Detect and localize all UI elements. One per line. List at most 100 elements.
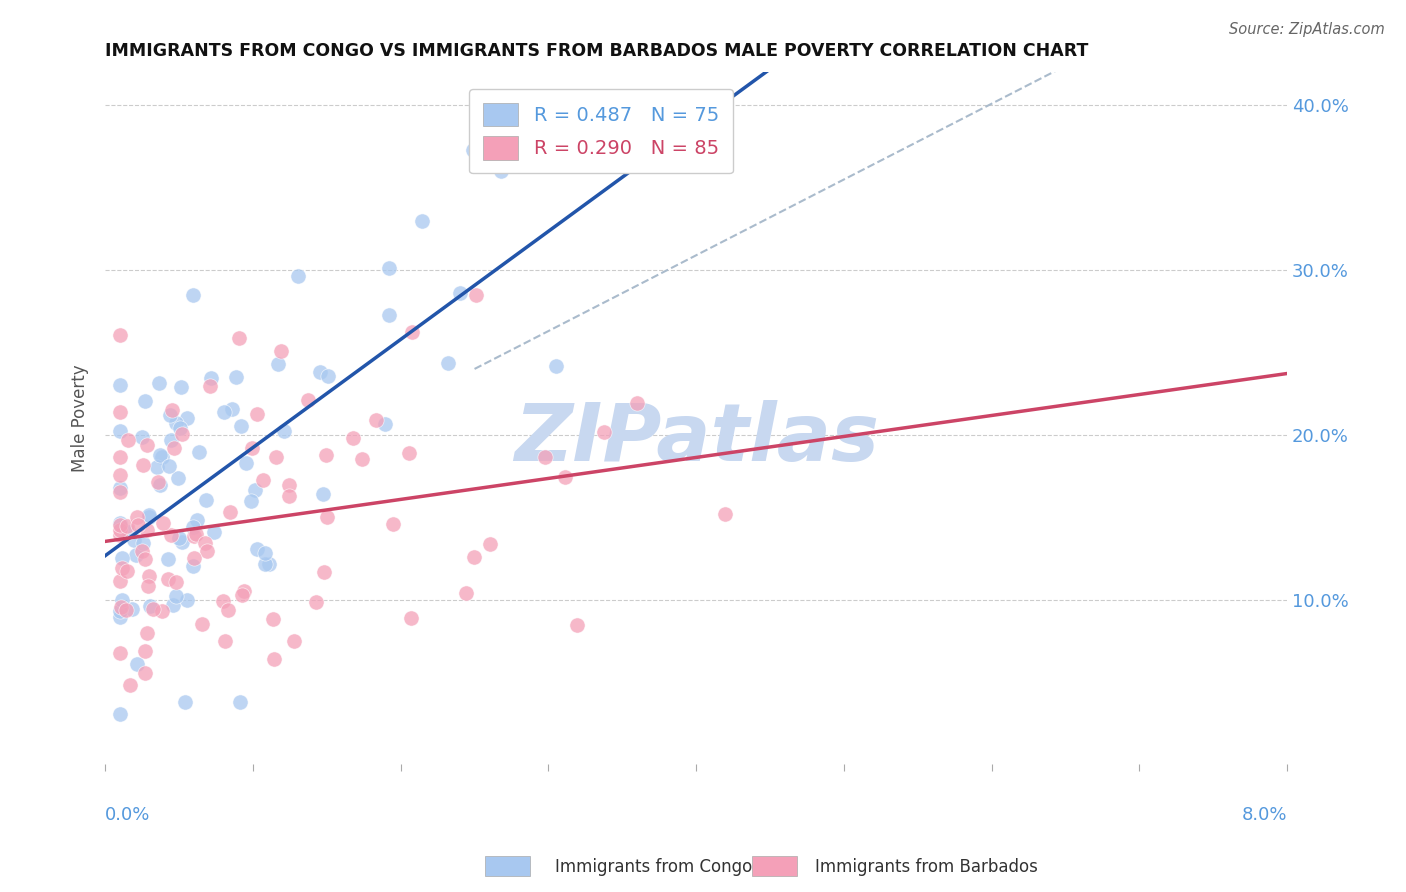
Text: Immigrants from Barbados: Immigrants from Barbados [815,858,1039,876]
Point [316,368,339,383]
Point [162,598,184,612]
Text: IMMIGRANTS FROM CONGO VS IMMIGRANTS FROM BARBADOS MALE POVERTY CORRELATION CHART: IMMIGRANTS FROM CONGO VS IMMIGRANTS FROM… [105,42,1088,60]
Point [125,657,148,672]
Point [273,424,295,438]
Point [240,494,263,508]
Point [167,532,190,546]
Point [270,344,292,359]
Point [181,519,204,533]
Point [231,588,253,602]
Point [342,431,364,445]
Point [437,356,460,370]
Point [211,593,233,607]
Point [449,285,471,300]
Point [200,378,222,392]
Point [176,593,198,607]
Point [315,449,337,463]
Point [136,579,159,593]
Point [108,646,131,660]
Point [166,589,188,603]
Point [163,441,186,455]
Point [174,695,197,709]
Point [202,524,225,539]
Point [132,536,155,550]
Point [312,487,335,501]
Point [170,427,193,442]
Point [183,529,205,543]
Point [108,377,131,392]
Point [399,611,422,625]
Point [108,405,131,419]
Point [194,492,217,507]
Y-axis label: Male Poverty: Male Poverty [72,365,89,472]
Point [108,604,131,618]
Point [478,537,501,551]
Point [381,517,404,532]
Point [121,601,143,615]
Point [278,478,301,492]
Point [108,516,131,530]
Point [157,552,180,566]
Point [159,408,181,422]
Point [378,308,401,322]
Point [149,478,172,492]
Point [165,574,187,589]
Point [170,380,193,394]
Point [134,666,156,681]
Point [118,524,141,539]
Point [309,365,332,379]
Point [108,574,131,588]
Point [228,694,250,708]
Point [186,513,208,527]
Point [108,468,131,483]
Text: Source: ZipAtlas.com: Source: ZipAtlas.com [1229,22,1385,37]
Point [145,459,167,474]
Point [138,509,160,524]
Point [108,517,131,532]
Point [245,483,267,497]
Point [108,424,131,438]
Point [108,610,131,624]
Point [166,471,188,485]
Point [714,507,737,521]
Point [111,551,134,566]
Point [240,441,263,455]
Point [267,358,290,372]
Point [157,572,180,586]
Point [316,510,339,524]
Point [183,551,205,566]
Point [312,565,335,579]
Text: 0.0%: 0.0% [105,805,150,824]
Point [146,475,169,490]
Point [374,417,396,431]
Point [108,523,131,537]
Point [176,411,198,425]
Point [195,544,218,558]
Point [134,394,156,409]
Point [134,643,156,657]
Point [287,269,309,284]
Point [401,326,423,340]
Point [108,484,131,499]
Point [162,403,184,417]
Point [148,376,170,391]
Point [150,604,173,618]
Point [159,528,181,542]
Point [246,541,269,556]
Point [188,444,211,458]
Point [411,214,433,228]
Point [108,450,131,464]
Point [217,603,239,617]
Point [150,450,173,464]
Point [108,481,131,495]
Text: Immigrants from Congo: Immigrants from Congo [555,858,752,876]
Point [221,401,243,416]
Point [305,595,328,609]
Point [127,517,149,532]
Point [194,536,217,550]
Point [191,616,214,631]
Point [135,523,157,537]
Point [491,163,513,178]
Point [257,557,280,571]
Text: ZIPatlas: ZIPatlas [513,401,879,478]
